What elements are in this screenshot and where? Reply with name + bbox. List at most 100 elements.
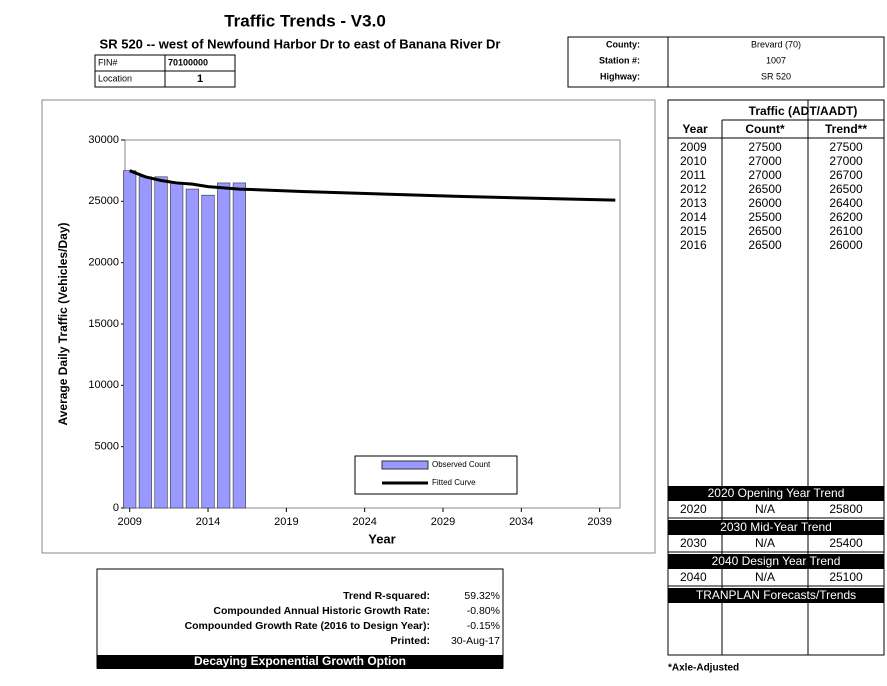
y-tick-label: 30000 <box>88 134 119 146</box>
bar <box>138 176 152 509</box>
location-label: Location <box>98 73 132 83</box>
cell: 26500 <box>748 238 782 252</box>
y-axis-label: Average Daily Traffic (Vehicles/Day) <box>56 223 70 426</box>
stat-label: Compounded Annual Historic Growth Rate: <box>213 605 430 617</box>
cell: 2013 <box>680 196 707 210</box>
y-tick-label: 25000 <box>88 195 119 207</box>
x-tick-label: 2009 <box>117 516 141 528</box>
cell: 25500 <box>748 210 782 224</box>
cell: N/A <box>755 570 775 584</box>
cell: 26500 <box>748 182 782 196</box>
section-bar <box>668 520 884 535</box>
cell: 26500 <box>748 224 782 238</box>
cell: 2040 <box>680 570 707 584</box>
stat-value: -0.15% <box>467 620 500 632</box>
cell: 25800 <box>829 502 863 516</box>
legend-label: Observed Count <box>432 460 491 469</box>
cell: 27000 <box>748 168 782 182</box>
banner-bg <box>97 655 503 669</box>
cell: 26400 <box>829 196 863 210</box>
bar <box>123 170 137 509</box>
x-tick-label: 2029 <box>431 516 455 528</box>
cell: 27500 <box>829 140 863 154</box>
cell: 2030 <box>680 536 707 550</box>
stat-value: -0.80% <box>467 605 500 617</box>
chart-frame <box>41 99 656 554</box>
cell: 2011 <box>680 168 706 182</box>
section-title: 2020 Opening Year Trend <box>708 486 845 500</box>
column-header: Count* <box>745 122 785 136</box>
info-label: Station #: <box>599 55 640 65</box>
stat-value: 30-Aug-17 <box>451 635 500 647</box>
group-header: Traffic (ADT/AADT) <box>749 104 858 118</box>
location: 1 <box>197 73 203 85</box>
info-value: SR 520 <box>761 71 791 81</box>
info-box <box>567 36 885 88</box>
info-value: Brevard (70) <box>751 39 801 49</box>
cell: 2012 <box>680 182 707 196</box>
table-frame <box>667 99 885 656</box>
info-label: County: <box>606 39 640 49</box>
info-label: Highway: <box>600 71 640 81</box>
stat-value: 59.32% <box>464 590 500 602</box>
cell: 25400 <box>829 536 863 550</box>
table-footer: TRANPLAN Forecasts/Trends <box>696 588 856 602</box>
fin-box <box>94 54 236 88</box>
info-value: 1007 <box>766 55 786 65</box>
fin-label: FIN# <box>98 57 118 67</box>
y-tick-label: 15000 <box>88 318 119 330</box>
cell: 27000 <box>829 154 863 168</box>
cell: 26100 <box>829 224 863 238</box>
cell: 2015 <box>680 224 707 238</box>
legend-label: Fitted Curve <box>432 478 476 487</box>
cell: 2009 <box>680 140 707 154</box>
cell: 26500 <box>829 182 863 196</box>
x-tick-label: 2019 <box>274 516 298 528</box>
cell: 2020 <box>680 502 707 516</box>
section-bar <box>668 486 884 501</box>
stat-label: Printed: <box>390 635 430 647</box>
subtitle: SR 520 -- west of Newfound Harbor Dr to … <box>100 36 501 51</box>
title: Traffic Trends - V3.0 <box>224 11 386 30</box>
note: *Axle-Adjusted <box>668 663 739 674</box>
y-tick-label: 10000 <box>88 379 119 391</box>
x-tick-label: 2034 <box>509 516 533 528</box>
bar <box>185 188 199 509</box>
cell: 2010 <box>680 154 707 168</box>
cell: 2014 <box>680 210 707 224</box>
section-title: 2030 Mid-Year Trend <box>720 520 832 534</box>
x-tick-label: 2039 <box>587 516 611 528</box>
cell: 26000 <box>748 196 782 210</box>
legend-swatch <box>381 460 429 470</box>
fin: 70100000 <box>168 57 208 67</box>
fitted-curve <box>129 169 616 202</box>
bar <box>170 182 184 509</box>
stats-box <box>96 568 504 669</box>
stat-label: Compounded Growth Rate (2016 to Design Y… <box>185 620 430 632</box>
cell: 27500 <box>748 140 782 154</box>
y-tick-label: 0 <box>113 502 119 514</box>
bar <box>217 182 231 509</box>
cell: N/A <box>755 502 775 516</box>
banner: Decaying Exponential Growth Option <box>194 654 406 668</box>
x-tick-label: 2014 <box>196 516 220 528</box>
bar <box>154 176 168 509</box>
cell: 25100 <box>829 570 863 584</box>
cell: 26000 <box>829 238 863 252</box>
column-header: Year <box>682 122 708 136</box>
cell: 26700 <box>829 168 863 182</box>
x-tick-label: 2024 <box>352 516 376 528</box>
column-header: Trend** <box>825 122 867 136</box>
cell: 26200 <box>829 210 863 224</box>
cell: 27000 <box>748 154 782 168</box>
bar <box>232 182 246 509</box>
cell: 2016 <box>680 238 707 252</box>
stat-label: Trend R-squared: <box>343 590 430 602</box>
section-bar <box>668 554 884 569</box>
bar <box>201 194 215 509</box>
x-axis-label: Year <box>368 531 395 546</box>
y-tick-label: 5000 <box>95 441 119 453</box>
cell: N/A <box>755 536 775 550</box>
y-tick-label: 20000 <box>88 257 119 269</box>
